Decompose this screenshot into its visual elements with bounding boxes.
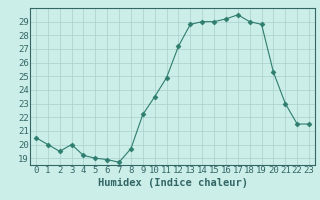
X-axis label: Humidex (Indice chaleur): Humidex (Indice chaleur) <box>98 178 247 188</box>
